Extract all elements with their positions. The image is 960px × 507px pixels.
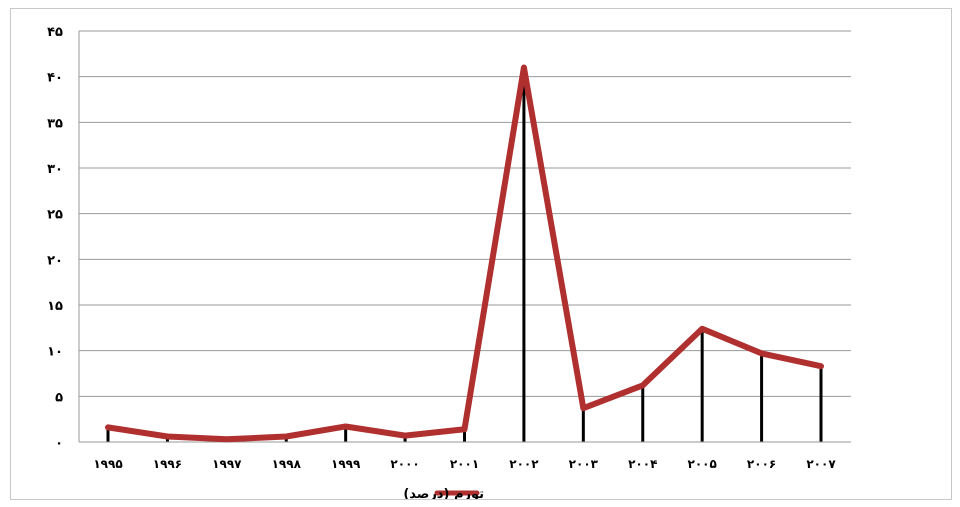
y-tick-label: ٠ — [55, 436, 63, 451]
data-point — [403, 434, 407, 438]
data-point — [581, 406, 585, 410]
line-chart: ٠ ۵ ١٠ ١۵ ٢٠ ٢۵ ٣٠ ٣۵ ۴٠ ۴۵ ١٩٩۵ ١٩٩۶ ١٩٩٧ ١٩٩٨ ١٩٩٩ ٢… — [47, 25, 851, 499]
y-tick-label: ٢٠ — [47, 253, 63, 268]
data-point — [165, 435, 169, 439]
x-tick-label: ٢٠٠٢ — [509, 457, 539, 471]
legend: تورم (درصد) — [403, 487, 484, 499]
data-point — [641, 383, 645, 387]
x-tick-label: ٢٠٠۴ — [628, 457, 657, 471]
y-tick-label: ٢۵ — [47, 208, 63, 223]
x-tick-label: ٢٠٠۶ — [747, 457, 776, 471]
axes — [78, 31, 851, 443]
x-tick-label: ١٩٩٨ — [272, 457, 302, 471]
data-point — [819, 364, 823, 368]
x-tick-label: ١٩٩۶ — [153, 457, 182, 471]
x-tick-label: ٢٠٠٣ — [569, 457, 599, 471]
x-tick-label: ١٩٩۵ — [93, 457, 122, 471]
legend-label: تورم (درصد) — [403, 487, 484, 499]
x-tick-label: ١٩٩٧ — [212, 457, 242, 471]
x-tick-label: ٢٠٠٧ — [806, 457, 836, 471]
drop-lines — [106, 67, 823, 442]
x-tick-labels: ١٩٩۵ ١٩٩۶ ١٩٩٧ ١٩٩٨ ١٩٩٩ ٢٠٠٠ ٢٠٠١ ٢٠٠٢ ٢٠٠٣ ٢٠٠۴… — [93, 457, 836, 471]
y-tick-label: ١٠ — [47, 345, 63, 360]
data-point — [106, 425, 110, 429]
y-tick-label: ۴٠ — [47, 71, 63, 86]
data-point — [344, 424, 348, 428]
y-tick-label: ۴۵ — [47, 25, 63, 40]
data-point — [760, 351, 764, 355]
data-point — [522, 66, 526, 70]
data-point — [225, 437, 229, 441]
x-tick-label: ٢٠٠۵ — [688, 457, 717, 471]
gridlines — [79, 30, 851, 397]
y-tick-label: ١۵ — [47, 299, 63, 314]
data-point — [284, 435, 288, 439]
chart-frame: ٠ ۵ ١٠ ١۵ ٢٠ ٢۵ ٣٠ ٣۵ ۴٠ ۴۵ ١٩٩۵ ١٩٩۶ ١٩٩٧ ١٩٩٨ ١٩٩٩ ٢… — [10, 8, 952, 500]
x-tick-label: ٢٠٠٠ — [390, 457, 419, 471]
series — [105, 64, 824, 443]
series-line — [105, 64, 824, 443]
data-point — [463, 427, 466, 431]
y-tick-label: ۵ — [55, 390, 63, 405]
y-tick-label: ٣٠ — [47, 162, 63, 177]
x-tick-label: ٢٠٠١ — [450, 457, 479, 471]
y-tick-labels: ٠ ۵ ١٠ ١۵ ٢٠ ٢۵ ٣٠ ٣۵ ۴٠ ۴۵ — [47, 25, 63, 451]
data-point — [700, 327, 704, 331]
x-tick-label: ١٩٩٩ — [331, 457, 361, 471]
y-tick-label: ٣۵ — [47, 116, 63, 131]
